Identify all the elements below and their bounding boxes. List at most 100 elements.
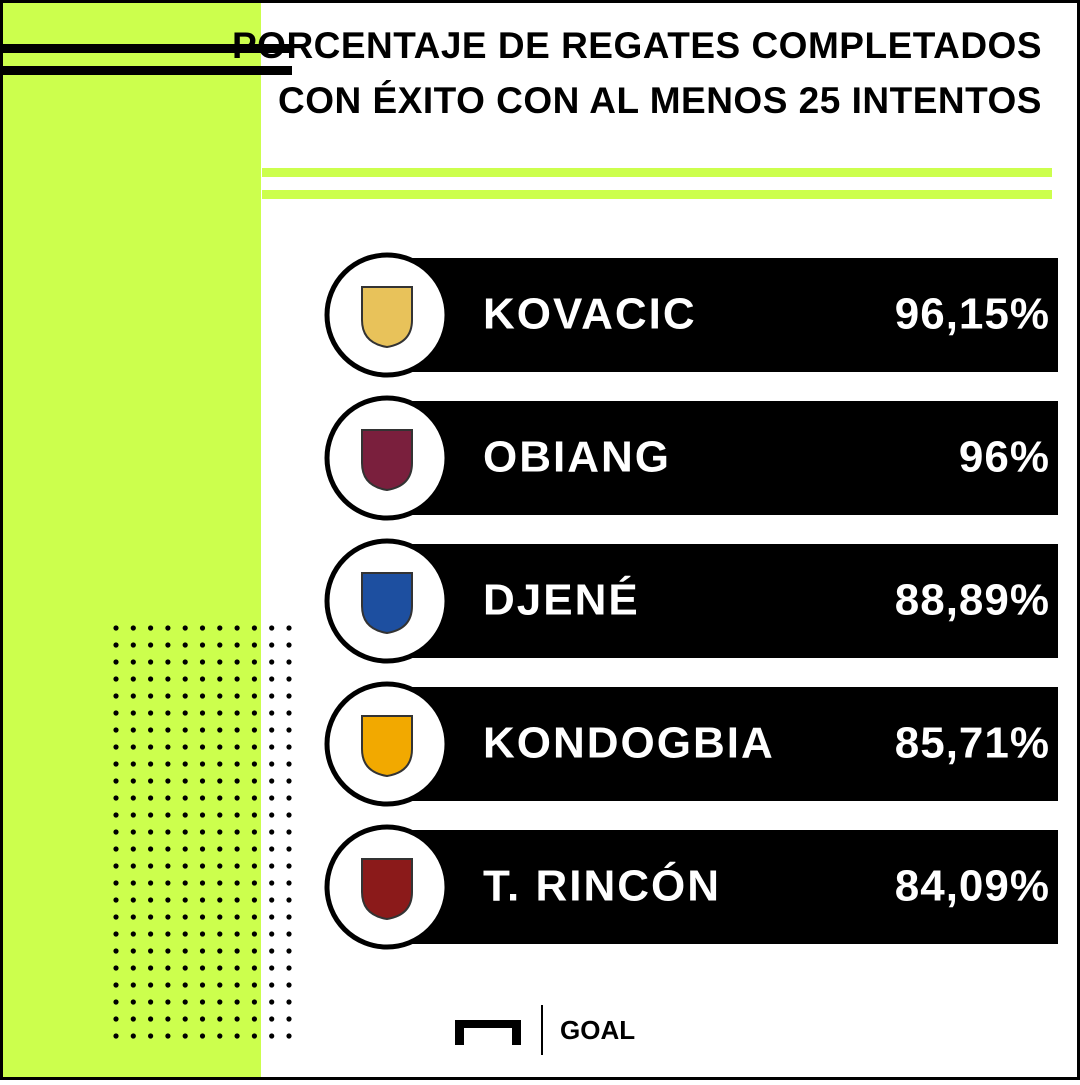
dot: [165, 829, 171, 835]
dot: [251, 744, 257, 750]
dot: [148, 693, 154, 699]
dot: [269, 659, 275, 665]
dot: [113, 914, 119, 920]
dot: [234, 744, 240, 750]
dot: [199, 931, 206, 937]
dot: [286, 1033, 292, 1039]
dot: [269, 642, 275, 648]
dot: [148, 744, 154, 750]
deco-line: [0, 44, 292, 53]
dot: [251, 1033, 257, 1039]
dot: [148, 727, 154, 733]
dot: [269, 965, 275, 971]
ranking-row: KOVACIC 96,15%: [324, 252, 1058, 378]
dot: [234, 778, 240, 784]
dot: [199, 863, 206, 869]
dot: [113, 846, 119, 852]
dot: [148, 965, 154, 971]
dot: [148, 710, 154, 716]
dot: [234, 880, 240, 886]
title-line: CON ÉXITO CON AL MENOS 25 INTENTOS: [278, 80, 1042, 121]
dot: [217, 880, 223, 886]
dot: [269, 982, 275, 988]
dot: [182, 999, 188, 1005]
dot: [269, 744, 275, 750]
bar: [385, 258, 1058, 372]
dot: [182, 710, 188, 716]
dot: [217, 1033, 223, 1039]
dot: [251, 829, 257, 835]
dot: [130, 710, 136, 716]
dot: [165, 965, 171, 971]
dot: [165, 693, 171, 699]
dot: [251, 795, 257, 801]
dot: [286, 829, 292, 835]
dot: [130, 897, 136, 903]
dot: [286, 999, 292, 1005]
dot: [286, 880, 292, 886]
dot: [113, 897, 119, 903]
dot: [165, 1033, 171, 1039]
dot: [251, 846, 257, 852]
dot: [148, 761, 154, 767]
dot: [217, 948, 223, 954]
dot: [269, 1033, 275, 1039]
ranking-row: T. RINCÓN 84,09%: [324, 824, 1058, 950]
dot: [182, 642, 188, 648]
dot: [234, 761, 240, 767]
dot: [217, 659, 223, 665]
dot: [251, 863, 257, 869]
dot: [148, 931, 154, 937]
dot: [199, 880, 206, 886]
dot: [217, 931, 223, 937]
dot: [269, 897, 275, 903]
dot: [130, 1016, 136, 1022]
dot: [113, 659, 119, 665]
dot: [199, 948, 206, 954]
dot: [199, 846, 206, 852]
dot: [113, 744, 119, 750]
dot: [234, 846, 240, 852]
dot: [286, 761, 292, 767]
dot: [217, 795, 223, 801]
dot: [165, 676, 171, 682]
dot: [251, 965, 257, 971]
dot: [113, 999, 119, 1005]
dot: [130, 744, 136, 750]
dot: [113, 625, 119, 631]
dot: [286, 1016, 292, 1022]
dot: [148, 897, 154, 903]
dot: [286, 642, 292, 648]
dot: [148, 676, 154, 682]
dot: [165, 948, 171, 954]
dot: [217, 710, 223, 716]
dot: [234, 948, 240, 954]
player-value: 88,89%: [895, 576, 1050, 625]
dot: [130, 846, 136, 852]
dot: [217, 727, 223, 733]
dot: [251, 659, 257, 665]
dot: [234, 642, 240, 648]
ranking-row: DJENÉ 88,89%: [324, 538, 1058, 664]
bar: [385, 401, 1058, 515]
dot: [148, 880, 154, 886]
dot: [148, 625, 154, 631]
dot: [286, 693, 292, 699]
dot: [113, 693, 119, 699]
dot: [269, 931, 275, 937]
dot: [182, 948, 188, 954]
dot: [286, 795, 292, 801]
dot: [199, 693, 206, 699]
dot: [234, 625, 240, 631]
dot: [148, 863, 154, 869]
dot: [199, 999, 206, 1005]
dot: [130, 795, 136, 801]
dot: [199, 965, 206, 971]
dot: [217, 676, 223, 682]
dot: [165, 914, 171, 920]
dot: [165, 727, 171, 733]
dot: [234, 812, 240, 818]
dot: [148, 914, 154, 920]
dot: [251, 812, 257, 818]
